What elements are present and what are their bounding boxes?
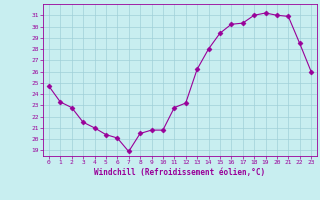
X-axis label: Windchill (Refroidissement éolien,°C): Windchill (Refroidissement éolien,°C) xyxy=(94,168,266,177)
